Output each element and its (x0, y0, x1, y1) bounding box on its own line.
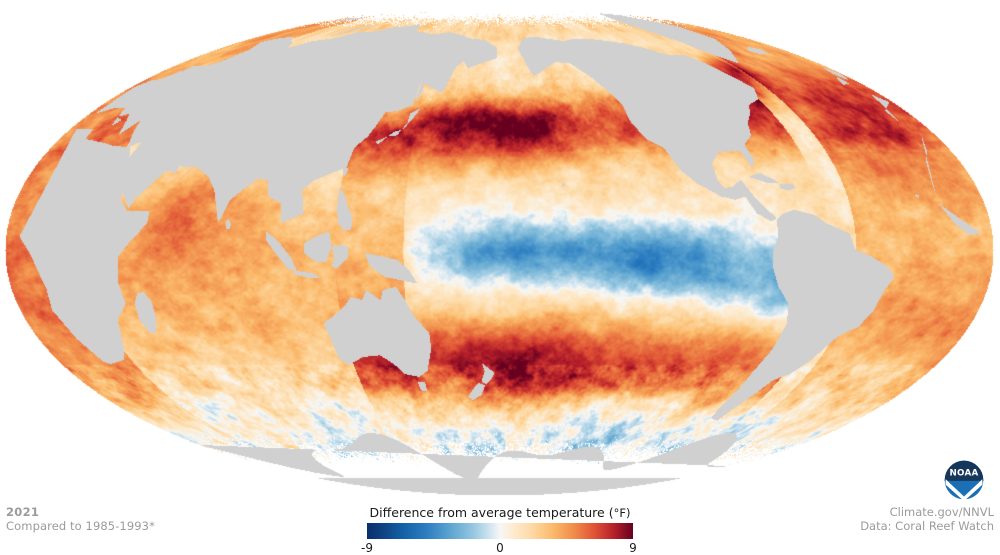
colorbar-title-text: Difference from average temperature ( (369, 505, 614, 520)
svg-text:NOAA: NOAA (950, 468, 979, 478)
colorbar-tick-mid: 0 (496, 541, 504, 555)
colorbar-tick-max: 9 (629, 541, 637, 555)
colorbar-title: Difference from average temperature (°F) (355, 505, 645, 520)
noaa-logo-icon: NOAA (944, 460, 984, 502)
caption-baseline: Compared to 1985-1993* (6, 519, 155, 533)
colorbar-gradient (367, 523, 633, 539)
attribution-source: Climate.gov/NNVL (889, 505, 994, 519)
attribution: Climate.gov/NNVL Data: Coral Reef Watch (860, 505, 994, 533)
sst-anomaly-map (0, 0, 1000, 500)
colorbar-legend: Difference from average temperature (°F)… (355, 505, 645, 555)
caption-year: 2021 (6, 505, 40, 519)
attribution-data: Data: Coral Reef Watch (860, 519, 994, 533)
map-caption: 2021 Compared to 1985-1993* (6, 505, 155, 533)
colorbar-unit: °F) (613, 506, 631, 520)
colorbar-tick-min: -9 (361, 541, 373, 555)
